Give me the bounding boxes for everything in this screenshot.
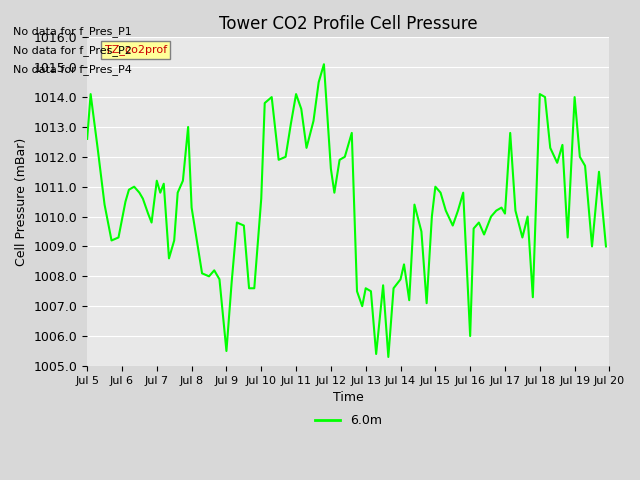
Legend: 6.0m: 6.0m [310, 409, 387, 432]
Text: No data for f_Pres_P1: No data for f_Pres_P1 [13, 25, 132, 36]
Text: TZ_co2prof: TZ_co2prof [104, 44, 166, 55]
Text: No data for f_Pres_P2: No data for f_Pres_P2 [13, 45, 132, 56]
Text: No data for f_Pres_P4: No data for f_Pres_P4 [13, 64, 132, 75]
Y-axis label: Cell Pressure (mBar): Cell Pressure (mBar) [15, 137, 28, 266]
X-axis label: Time: Time [333, 391, 364, 404]
Title: Tower CO2 Profile Cell Pressure: Tower CO2 Profile Cell Pressure [219, 15, 477, 33]
